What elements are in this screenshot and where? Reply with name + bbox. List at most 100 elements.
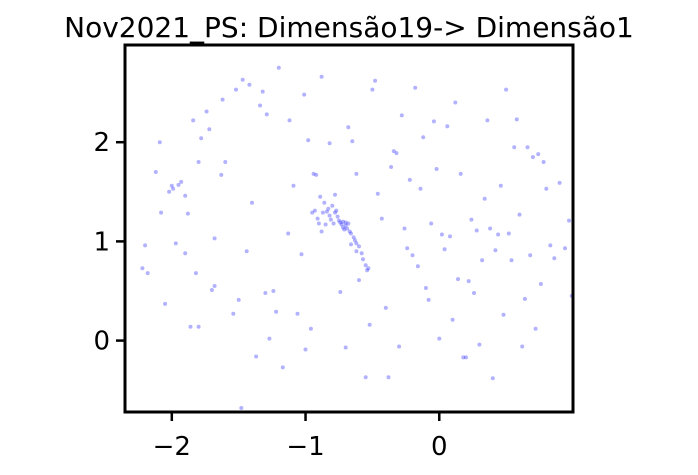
scatter-point (354, 249, 359, 254)
scatter-point (341, 219, 345, 224)
scatter-point (434, 167, 439, 171)
scatter-point (339, 222, 344, 227)
scatter-point (143, 243, 148, 248)
scatter-point (179, 179, 184, 184)
scatter-point (220, 97, 225, 102)
scatter-point (299, 252, 304, 257)
scatter-point (159, 210, 164, 215)
scatter-point (250, 200, 254, 205)
scatter-point (318, 194, 323, 199)
scatter-point (363, 375, 368, 380)
scatter-point (357, 278, 361, 283)
scatter-point (431, 119, 436, 124)
scatter-point (236, 297, 241, 302)
scatter-point (349, 242, 353, 247)
scatter-point (353, 238, 357, 243)
scatter-point (276, 65, 281, 70)
scatter-point (341, 225, 345, 230)
scatter-point (536, 152, 541, 157)
scatter-point (525, 145, 530, 150)
scatter-point (254, 354, 259, 359)
scatter-point (330, 203, 335, 208)
scatter-point (185, 211, 190, 216)
scatter-point (347, 229, 352, 234)
scatter-point (335, 214, 340, 219)
scatter-point (474, 228, 479, 233)
scatter-point (302, 92, 307, 97)
scatter-point (311, 171, 316, 176)
scatter-point (544, 186, 549, 191)
scatter-point (310, 210, 315, 215)
scatter-point (346, 221, 351, 226)
scatter-point (469, 217, 474, 222)
scatter-point (350, 139, 355, 144)
scatter-point (509, 258, 514, 263)
scatter-point (421, 135, 426, 140)
scatter-point (423, 286, 428, 290)
scatter-point (563, 246, 567, 251)
scatter-point (204, 109, 209, 114)
scatter-point (244, 249, 249, 254)
scatter-point (286, 231, 291, 236)
chart-title: Nov2021_PS: Dimensão19-> Dimensão1 (64, 11, 634, 44)
scatter-point (391, 149, 396, 154)
scatter-point (349, 231, 353, 236)
scatter-point (312, 208, 317, 213)
scatter-point (373, 78, 378, 83)
scatter-point (466, 279, 471, 284)
scatter-point (333, 192, 337, 197)
scatter-point (461, 355, 466, 360)
scatter-point (453, 100, 458, 105)
scatter-point (314, 172, 319, 177)
scatter-point (506, 231, 511, 236)
scatter-point (485, 118, 490, 123)
y-tick-label: 2 (93, 128, 110, 158)
scatter-point (196, 160, 201, 164)
scatter-point (458, 171, 463, 176)
scatter-point (501, 312, 506, 317)
scatter-point (163, 301, 168, 306)
scatter-point (379, 216, 384, 221)
scatter-point (145, 271, 150, 276)
scatter-point (315, 216, 320, 221)
scatter-point (445, 124, 450, 129)
scatter-point (320, 210, 325, 215)
scatter-point (359, 251, 364, 256)
scatter-point (498, 183, 503, 188)
scatter-point (274, 309, 279, 314)
scatter-point (239, 406, 244, 410)
scatter-point (439, 232, 444, 237)
scatter-point (426, 297, 431, 302)
scatter-point (541, 160, 546, 164)
scatter-point (263, 291, 268, 295)
scatter-point (308, 326, 313, 331)
scatter-point (287, 118, 292, 123)
plot-frame (123, 43, 575, 414)
scatter-point (231, 311, 236, 316)
scatter-point (450, 317, 455, 322)
scatter-point (240, 77, 245, 82)
scatter-point (405, 246, 410, 251)
scatter-point (346, 125, 351, 130)
scatter-point (490, 376, 495, 381)
scatter-point (410, 253, 415, 258)
scatter-point (157, 140, 162, 145)
y-tick-label: 1 (93, 227, 110, 257)
points-layer (140, 65, 574, 410)
scatter-point (306, 138, 311, 143)
x-tick-label: −2 (153, 432, 191, 462)
scatter-point (303, 347, 308, 352)
scatter-point (173, 241, 178, 246)
scatter-point (295, 311, 300, 316)
scatter-point (327, 213, 332, 218)
scatter-point (464, 355, 468, 360)
scatter-point (337, 218, 341, 223)
scatter-point (247, 82, 252, 87)
scatter-point (528, 253, 533, 258)
scatter-point (351, 235, 356, 240)
scatter-point (375, 191, 380, 196)
scatter-point (394, 151, 399, 156)
scatter-point (437, 336, 442, 341)
scatter-point (442, 247, 447, 252)
scatter-point (517, 212, 522, 217)
